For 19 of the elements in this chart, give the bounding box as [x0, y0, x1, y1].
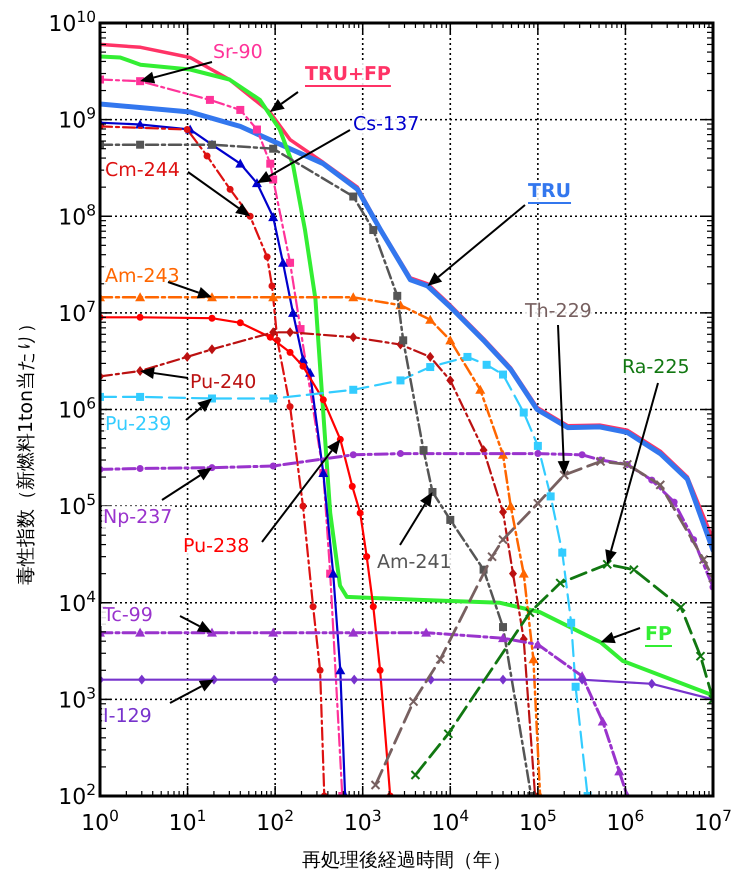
x-tick-label: 10$^{5}$: [518, 807, 557, 836]
y-tick-label: 10$^{3}$: [58, 684, 96, 714]
y-tick-label: 10$^{7}$: [58, 298, 96, 327]
y-axis-title: 毒性指数（新燃料1ton当たり）: [15, 314, 37, 586]
y-tick-label: 10$^{6}$: [58, 394, 96, 424]
x-tick-label: 10$^{6}$: [606, 807, 644, 836]
y-tick-label: 10$^{10}$: [48, 8, 96, 37]
y-tick-label: 10$^{4}$: [58, 588, 96, 617]
y-tick-label: 10$^{9}$: [58, 104, 96, 134]
x-tick-label: 10$^{1}$: [168, 807, 206, 836]
x-tick-label: 10$^{3}$: [344, 807, 382, 836]
x-tick-label: 10$^{0}$: [81, 807, 119, 836]
x-axis-title: 再処理後経過時間（年）: [302, 849, 511, 871]
y-tick-label: 10$^{8}$: [58, 201, 96, 230]
y-tick-label: 10$^{2}$: [58, 781, 96, 810]
x-tick-label: 10$^{4}$: [431, 807, 470, 836]
x-tick-label: 10$^{2}$: [256, 807, 294, 836]
y-tick-label: 10$^{5}$: [58, 491, 96, 520]
x-tick-label: 10$^{7}$: [694, 807, 732, 836]
